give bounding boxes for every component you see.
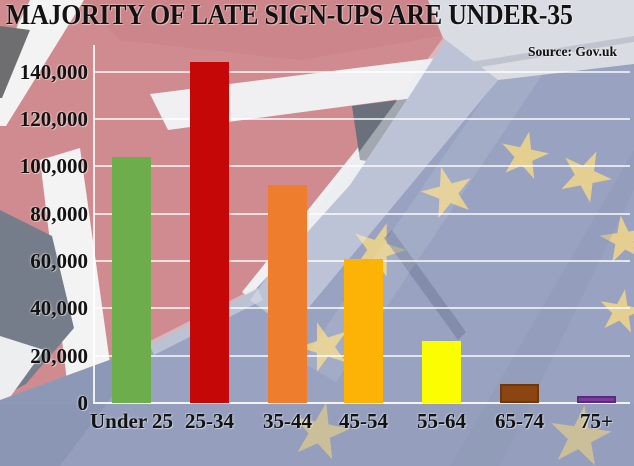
x-axis-baseline (93, 402, 630, 404)
y-tick-label: 120,000 (19, 107, 88, 132)
gridline (94, 118, 630, 121)
bar-65-74 (500, 384, 539, 403)
flag-fold-top-right (428, 0, 634, 80)
x-tick-label: 45-54 (339, 409, 388, 433)
y-axis-line (93, 45, 95, 404)
y-tick-label: 20,000 (30, 343, 88, 368)
chart-title: MAJORITY OF LATE SIGN-UPS ARE UNDER-35 (6, 0, 573, 31)
x-tick-label: Under 25 (89, 409, 174, 433)
y-tick-label: 140,000 (19, 59, 88, 84)
gridline (94, 70, 630, 73)
y-tick-label: 60,000 (30, 249, 88, 273)
x-tick-label: 75+ (580, 409, 613, 433)
source-label: Source: Gov.uk (527, 44, 617, 59)
gridline (94, 165, 630, 168)
bar-25-34 (190, 62, 229, 403)
x-tick-label: 25-34 (185, 409, 234, 433)
x-tick-label: 55-64 (417, 409, 466, 433)
y-tick-label: 0 (77, 391, 89, 415)
y-tick-label: 40,000 (30, 296, 88, 321)
x-tick-label: 65-74 (495, 409, 544, 433)
y-tick-label: 100,000 (19, 154, 88, 179)
gridline (94, 212, 630, 215)
x-tick-label: 35-44 (263, 409, 312, 433)
bar-75plus (577, 396, 616, 403)
bar-35-44 (268, 185, 307, 403)
y-tick-label: 80,000 (30, 201, 88, 226)
bar-45-54 (344, 259, 383, 403)
flag-fold-highlight (250, 38, 498, 330)
bar-55-64 (422, 341, 461, 403)
bar-under-25 (112, 157, 151, 403)
